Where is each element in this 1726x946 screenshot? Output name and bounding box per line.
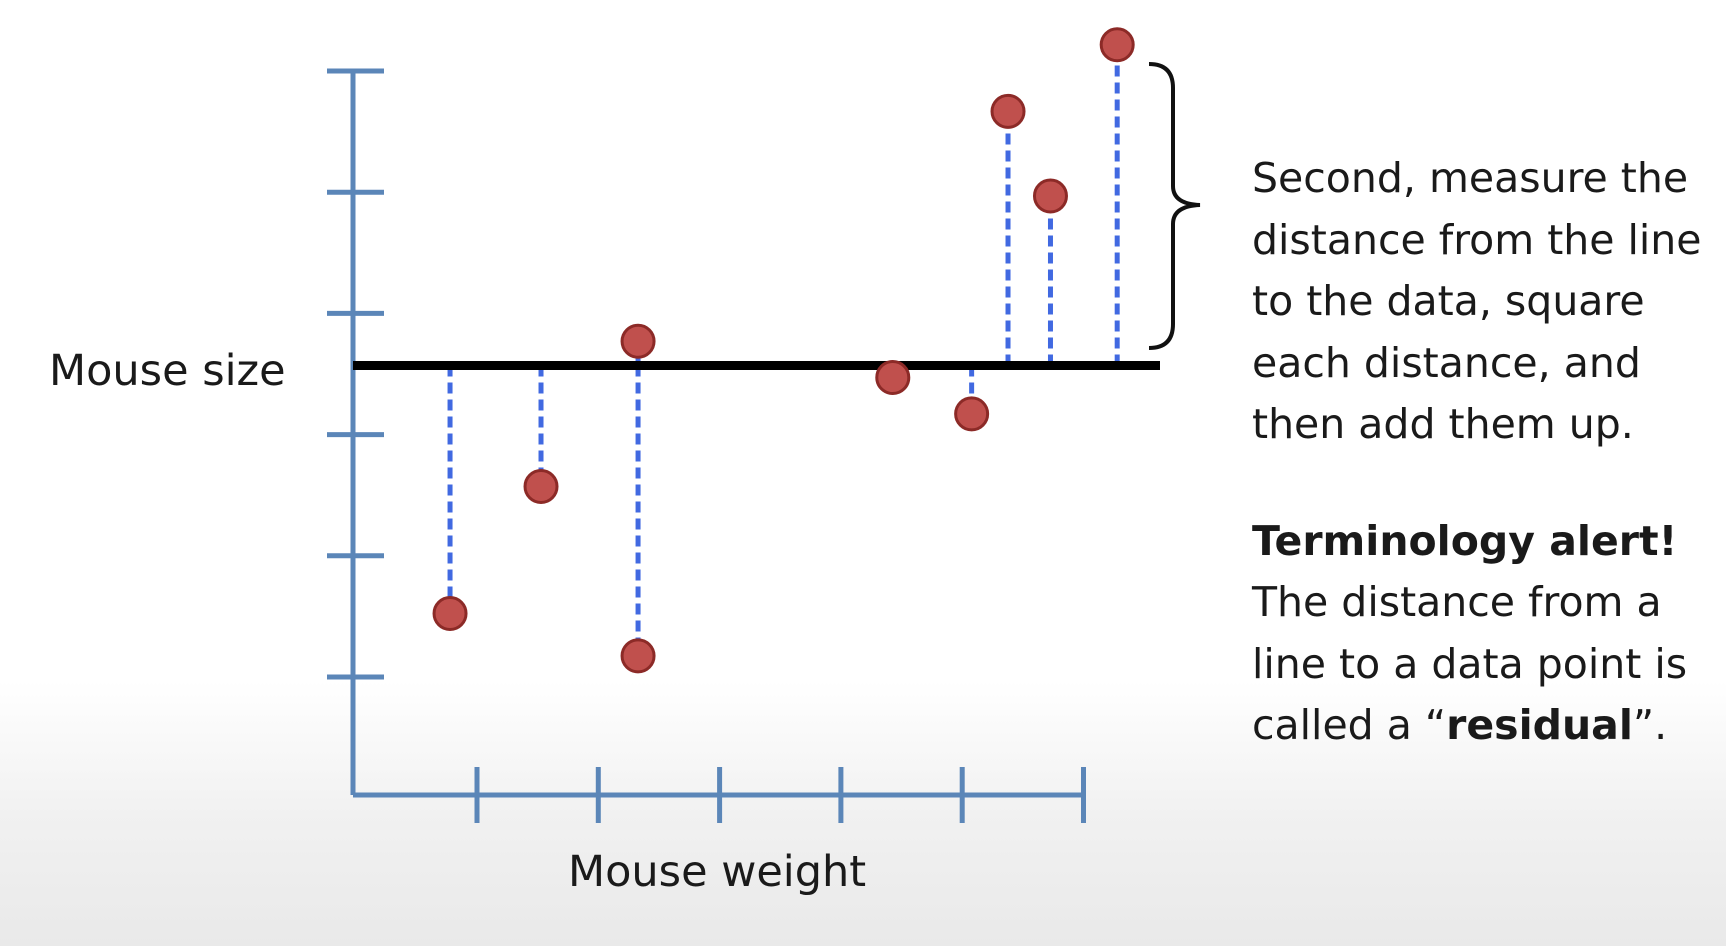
data-point [620, 323, 656, 359]
data-point [620, 638, 656, 674]
data-point [954, 396, 990, 432]
terminology-alert-title: Terminology alert! [1252, 511, 1722, 573]
explanation-line: Second, measure the [1252, 154, 1689, 202]
explanation-line: each distance, and [1252, 338, 1641, 387]
residual-term: residual [1446, 701, 1633, 749]
explanation-text: Second, measure the distance from the li… [1252, 148, 1722, 757]
x-axis-label: Mouse weight [568, 847, 867, 897]
y-axis-label: Mouse size [49, 346, 286, 396]
residual-lines [447, 44, 1120, 656]
definition-line: line to a data point is [1252, 639, 1688, 688]
axes [327, 68, 1086, 823]
explanation-line: then add them up. [1252, 400, 1634, 448]
bracket-group [1148, 62, 1201, 350]
alert-title-text: Terminology alert! [1252, 516, 1678, 565]
curly-bracket [1148, 62, 1201, 350]
data-point [523, 468, 559, 504]
data-point [1032, 178, 1068, 214]
data-point [990, 93, 1026, 129]
data-points [432, 27, 1135, 674]
data-point [1099, 27, 1135, 63]
definition-line: called a “residual”. [1252, 695, 1722, 757]
paragraph-spacer [1252, 456, 1722, 511]
definition-suffix: ”. [1632, 701, 1668, 749]
data-point [432, 596, 468, 631]
data-point [875, 360, 911, 396]
explanation-line: to the data, square [1252, 277, 1645, 325]
definition-line: The distance from a [1252, 578, 1662, 626]
explanation-line: distance from the line [1252, 215, 1702, 264]
definition-prefix: called a “ [1252, 701, 1447, 749]
